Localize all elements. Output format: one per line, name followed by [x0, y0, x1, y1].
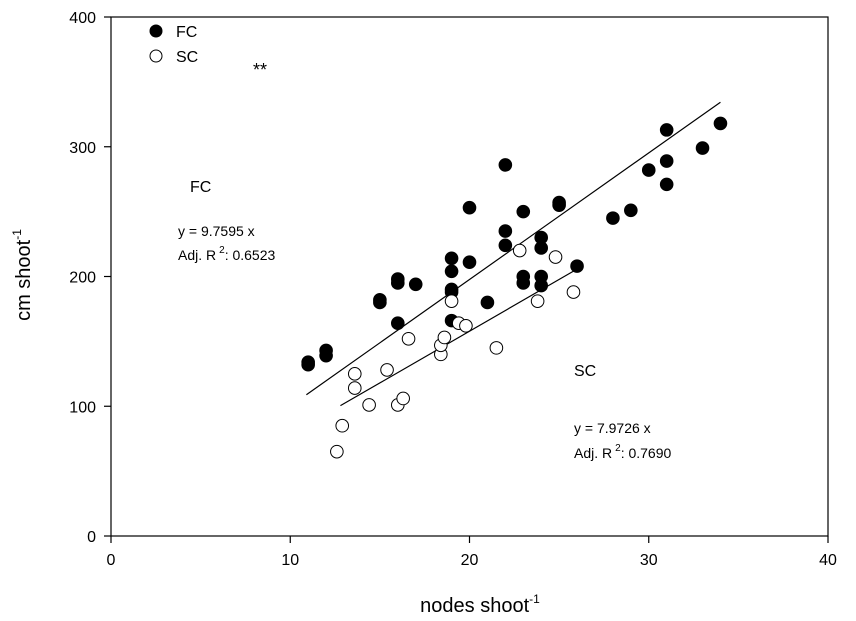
data-points [301, 116, 728, 459]
data-point-sc [566, 285, 581, 299]
x-axis-title: nodes shoot-1 [420, 592, 540, 617]
legend-fc-label: FC [176, 24, 197, 41]
data-point-fc [552, 198, 566, 212]
data-point-sc [401, 331, 416, 346]
y-tick-label: 100 [69, 399, 96, 416]
y-axis-title-text: cm shoot [13, 239, 35, 321]
data-point-sc [362, 398, 376, 412]
data-point-fc [659, 177, 674, 192]
data-point-fc [516, 204, 531, 219]
data-point-fc [462, 255, 477, 270]
data-point-sc [489, 341, 504, 355]
data-point-sc [380, 363, 394, 377]
y-axis-title-superscript: -1 [10, 229, 24, 240]
data-point-fc [659, 123, 674, 137]
data-point-fc [319, 348, 333, 363]
y-tick-label: 200 [69, 270, 96, 287]
fc-fit-r2: Adj. R 2: 0.6523 [178, 245, 276, 263]
x-axis-title-text: nodes shoot [420, 595, 529, 617]
data-point-fc [480, 295, 495, 310]
data-point-fc [516, 276, 531, 290]
data-point-sc [444, 294, 459, 308]
fc-fit-r2-label: Adj. R [178, 247, 216, 263]
plot-area-frame [110, 16, 829, 537]
x-tick-label: 40 [819, 552, 837, 569]
x-tick-label: 10 [281, 552, 299, 569]
data-point-fc [606, 211, 620, 225]
data-point-fc [570, 259, 584, 273]
legend: FC SC [149, 24, 198, 66]
data-point-fc [659, 154, 674, 168]
data-point-fc [408, 277, 423, 292]
legend-fc-marker-icon [149, 24, 163, 38]
x-tick-label: 20 [461, 552, 479, 569]
fc-annotation-label: FC [190, 179, 211, 196]
legend-sc-label: SC [176, 49, 198, 66]
data-point-fc [444, 251, 459, 266]
regression-lines [306, 101, 721, 407]
data-point-fc [391, 276, 405, 290]
y-axis-title: cm shoot-1 [10, 229, 35, 321]
data-point-fc [695, 141, 710, 155]
fc-fit-equation: y = 9.7595 x [178, 223, 255, 239]
y-axis-ticks: 0 100 200 300 400 [69, 10, 111, 546]
sc-fit-r2: Adj. R 2: 0.7690 [574, 443, 672, 461]
x-tick-label: 30 [640, 552, 658, 569]
data-point-fc [301, 357, 315, 372]
sc-fit-equation: y = 7.9726 x [574, 420, 651, 436]
fit-line-sc [340, 269, 576, 407]
sc-fit-r2-label: Adj. R [574, 445, 612, 461]
x-axis-ticks: 0 10 20 30 40 [107, 536, 837, 569]
legend-sc-marker-icon [149, 49, 163, 63]
data-point-sc [459, 319, 473, 333]
data-point-fc [534, 241, 549, 255]
sc-fit-r2-value: : 0.7690 [621, 445, 672, 461]
data-point-sc [437, 330, 452, 345]
data-point-sc [548, 250, 563, 264]
data-point-fc [444, 264, 459, 279]
y-tick-label: 300 [69, 140, 96, 157]
data-point-sc [347, 367, 362, 381]
significance-marker: ** [253, 60, 267, 80]
sc-annotation-label: SC [574, 363, 596, 380]
data-point-fc [498, 224, 513, 238]
data-point-fc [498, 238, 513, 253]
fc-fit-r2-sup: 2 [219, 245, 225, 256]
data-point-fc [641, 163, 656, 177]
data-point-fc [391, 316, 405, 331]
data-point-sc [396, 391, 410, 406]
data-point-sc [335, 418, 350, 433]
data-point-sc [330, 444, 344, 459]
data-point-sc [530, 294, 545, 308]
data-point-fc [624, 203, 638, 218]
data-point-sc [512, 243, 527, 258]
data-point-fc [534, 278, 549, 293]
data-point-fc [498, 158, 513, 172]
y-tick-label: 0 [87, 529, 96, 546]
data-point-sc [347, 381, 362, 395]
fc-fit-r2-value: : 0.6523 [225, 247, 276, 263]
data-point-fc [462, 200, 477, 215]
data-point-fc [713, 116, 728, 131]
sc-fit-r2-sup: 2 [615, 443, 621, 454]
data-point-fc [373, 295, 387, 310]
x-tick-label: 0 [107, 552, 116, 569]
x-axis-title-superscript: -1 [529, 592, 540, 606]
y-tick-label: 400 [69, 10, 96, 27]
